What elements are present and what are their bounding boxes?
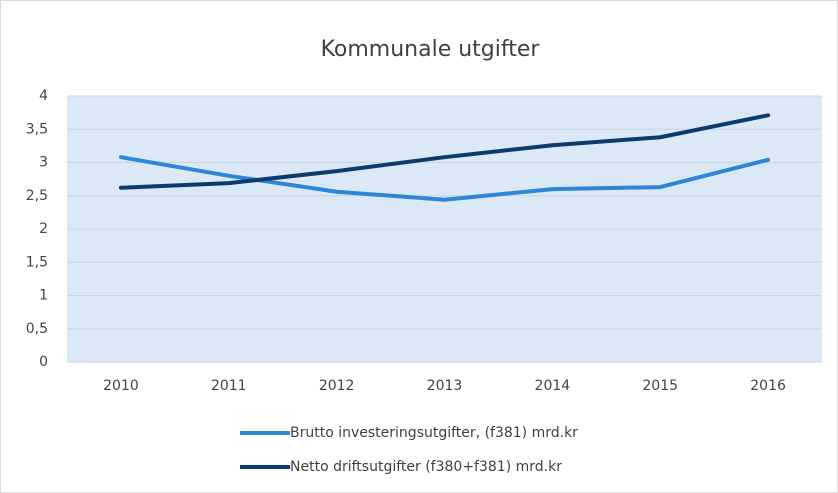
y-tick-label: 0 xyxy=(39,354,48,370)
series-line xyxy=(118,113,771,190)
legend-label: Netto driftsutgifter (f380+f381) mrd.kr xyxy=(290,459,562,475)
y-tick-label: 2 xyxy=(39,221,48,237)
x-tick-label: 2010 xyxy=(103,378,139,394)
y-tick-label: 3,5 xyxy=(26,121,48,137)
y-tick-label: 2,5 xyxy=(26,188,48,204)
y-tick-label: 1,5 xyxy=(26,254,48,270)
x-tick-label: 2011 xyxy=(211,378,247,394)
y-tick-label: 4 xyxy=(39,88,48,104)
y-tick-label: 3 xyxy=(39,155,48,171)
chart-title: Kommunale utgifter xyxy=(321,37,541,62)
legend-label: Brutto investeringsutgifter, (f381) mrd.… xyxy=(290,425,578,441)
x-tick-label: 2014 xyxy=(535,378,571,394)
y-tick-label: 0,5 xyxy=(26,321,48,337)
x-tick-label: 2012 xyxy=(319,378,355,394)
x-tick-label: 2016 xyxy=(750,378,786,394)
y-tick-label: 1 xyxy=(39,288,48,304)
x-tick-label: 2013 xyxy=(427,378,463,394)
series-line xyxy=(118,155,771,202)
x-tick-label: 2015 xyxy=(642,378,678,394)
